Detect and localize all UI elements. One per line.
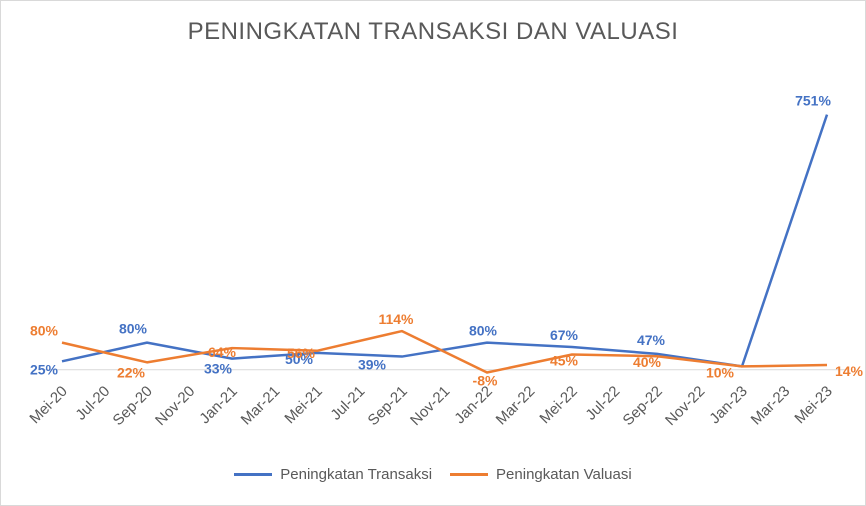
legend-label-valuasi: Peningkatan Valuasi bbox=[496, 466, 632, 483]
x-tick-label: Mar-23 bbox=[748, 383, 794, 429]
x-tick-label: Jul-20 bbox=[72, 383, 113, 424]
x-tick-label: Jul-22 bbox=[582, 383, 623, 424]
data-label-transaksi: 751% bbox=[795, 93, 831, 109]
data-label-valuasi: 10% bbox=[706, 364, 735, 380]
legend-label-transaksi: Peningkatan Transaksi bbox=[280, 466, 433, 483]
data-label-valuasi: 64% bbox=[208, 344, 237, 360]
data-label-transaksi: 47% bbox=[637, 332, 666, 348]
data-label-valuasi: 80% bbox=[30, 323, 59, 339]
series-line-transaksi bbox=[61, 114, 829, 368]
data-label-valuasi: 40% bbox=[633, 354, 662, 370]
x-tick-label: Mei-20 bbox=[26, 383, 70, 427]
x-tick-label: Nov-20 bbox=[152, 383, 198, 429]
data-label-transaksi: 25% bbox=[30, 361, 59, 377]
legend-swatch-transaksi bbox=[234, 473, 273, 476]
data-label-valuasi: -8% bbox=[473, 373, 498, 389]
x-tick-label: Mar-21 bbox=[238, 383, 284, 429]
x-tick-label: Mar-22 bbox=[493, 383, 539, 429]
x-tick-label: Mei-21 bbox=[281, 383, 325, 427]
legend-item-transaksi: Peningkatan Transaksi bbox=[234, 466, 432, 483]
data-label-transaksi: 67% bbox=[550, 327, 579, 343]
x-tick-label: Jan-23 bbox=[706, 383, 750, 427]
data-label-transaksi: 39% bbox=[358, 357, 387, 373]
data-label-transaksi: 50% bbox=[285, 351, 314, 367]
chart-title: PENINGKATAN TRANSAKSI DAN VALUASI bbox=[187, 18, 679, 45]
data-label-transaksi: 80% bbox=[119, 321, 148, 337]
chart-legend: Peningkatan Transaksi Peningkatan Valuas… bbox=[0, 466, 866, 483]
legend-item-valuasi: Peningkatan Valuasi bbox=[450, 466, 632, 483]
legend-swatch-valuasi bbox=[450, 473, 489, 476]
x-tick-label: Nov-21 bbox=[407, 383, 453, 429]
data-label-valuasi: 56% bbox=[287, 345, 316, 361]
x-tick-label: Mei-23 bbox=[791, 383, 835, 427]
x-tick-label: Jan-22 bbox=[451, 383, 495, 427]
data-label-transaksi: 33% bbox=[204, 361, 233, 377]
x-tick-label: Jul-21 bbox=[327, 383, 368, 424]
x-tick-label: Jan-21 bbox=[196, 383, 240, 427]
series-line-valuasi bbox=[61, 329, 828, 374]
data-label-valuasi: 14% bbox=[835, 363, 864, 379]
x-tick-label: Nov-22 bbox=[662, 383, 708, 429]
x-tick-label: Mei-22 bbox=[536, 383, 580, 427]
data-label-valuasi: 45% bbox=[550, 353, 579, 369]
data-label-valuasi: 22% bbox=[117, 364, 146, 380]
x-tick-label: Sep-22 bbox=[620, 383, 666, 429]
x-tick-label: Sep-20 bbox=[110, 383, 156, 429]
data-label-transaksi: 80% bbox=[469, 323, 498, 339]
x-tick-label: Sep-21 bbox=[365, 383, 411, 429]
data-label-valuasi: 114% bbox=[378, 311, 414, 327]
